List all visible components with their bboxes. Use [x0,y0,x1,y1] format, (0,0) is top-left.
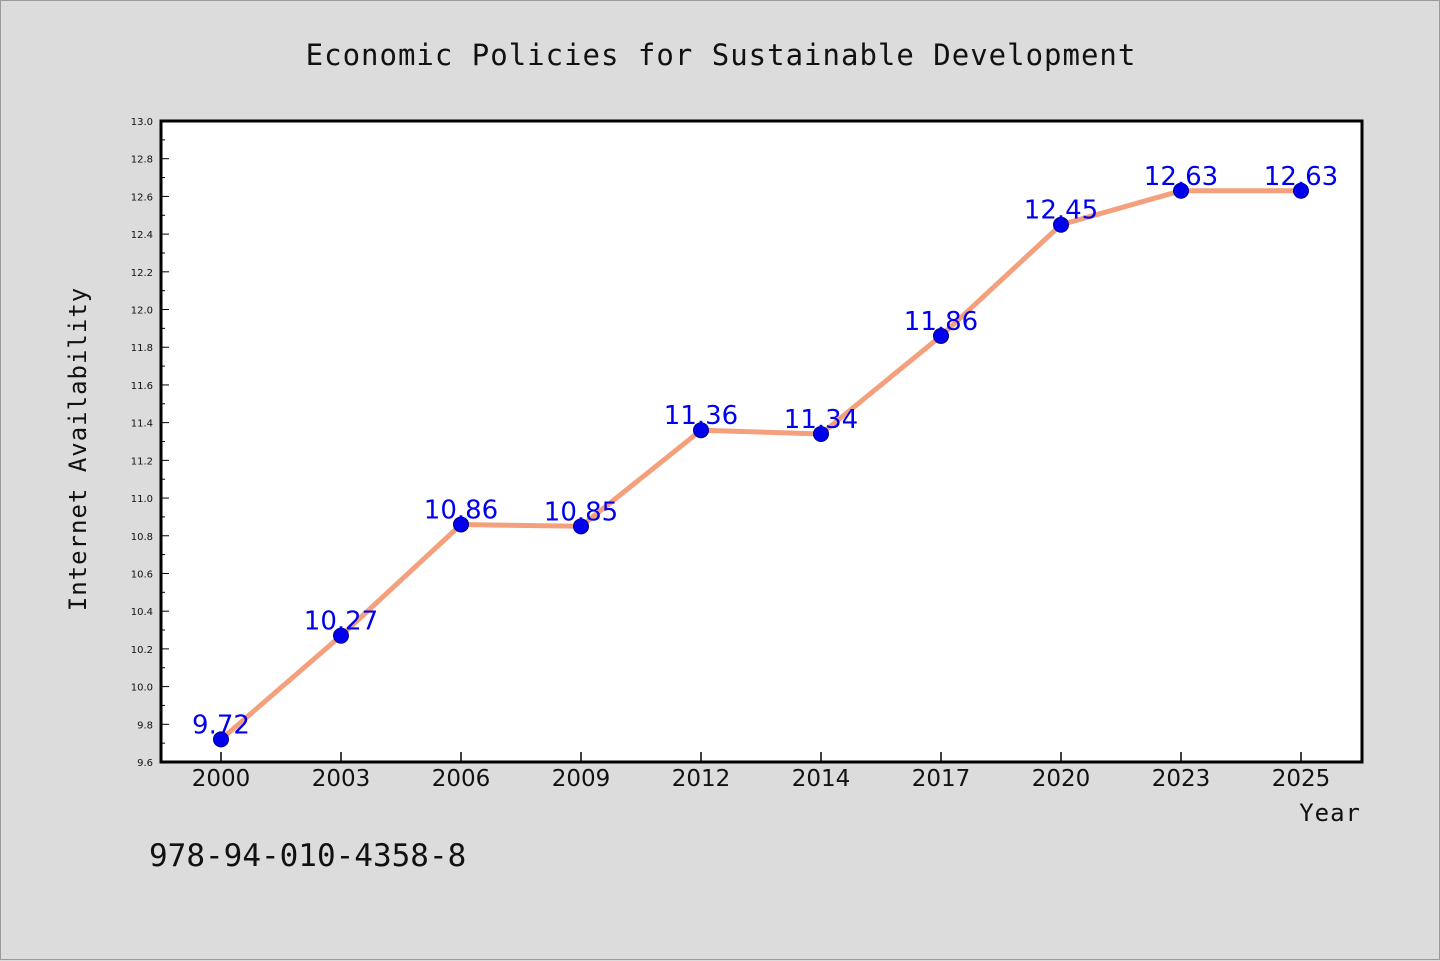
series-line [219,188,1301,742]
y-tick-label: 10.2 [131,645,153,656]
y-tick-label: 12.6 [131,192,153,203]
data-point [1053,216,1069,233]
y-tick-label: 11.0 [131,494,153,505]
y-tick-label: 12.4 [131,230,153,241]
data-label: 9.72 [192,710,250,740]
x-tick-label: 2009 [552,766,611,792]
y-axis-label: Internet Availability [64,287,92,611]
x-tick-label: 2006 [432,766,491,792]
x-tick-label: 2025 [1272,766,1331,792]
data-label: 12.63 [1144,162,1218,192]
x-tick-label: 2014 [792,766,851,792]
data-label: 10.86 [424,495,498,525]
data-label: 11.34 [784,405,858,435]
x-axis: 2000 2003 2006 2009 2012 2014 2017 2020 2023 2025 [192,752,1331,792]
data-label: 11.36 [664,401,738,431]
x-tick-label: 2023 [1152,766,1211,792]
isbn-text: 978-94-010-4358-8 [149,838,466,874]
x-tick-label: 2000 [192,766,251,792]
data-label: 11.86 [904,307,978,337]
chart-title: Economic Policies for Sustainable Develo… [306,38,1137,72]
data-point [933,327,949,344]
y-tick-label: 12.0 [131,306,153,317]
data-label: 10.85 [544,497,618,527]
data-point [213,731,229,748]
x-tick-label: 2003 [312,766,371,792]
y-tick-label: 11.8 [131,343,153,354]
data-labels: 9.72 10.27 10.86 10.85 11.36 11.34 11.86 12.45 1… [192,162,1338,741]
y-tick-label: 10.6 [131,569,153,580]
y-tick-label: 11.4 [131,419,153,430]
y-tick-label: 12.8 [131,155,153,166]
plot-area [159,119,1364,764]
x-tick-label: 2017 [912,766,971,792]
data-point [1173,182,1189,199]
y-axis: 9.6 9.8 10.0 10.2 10.4 10.6 10.8 11.0 11.2 11.4 11… [131,117,169,769]
data-label: 12.63 [1264,162,1338,192]
data-point [813,425,829,442]
y-tick-label: 13.0 [131,117,153,128]
data-point [693,422,709,439]
data-point [1293,182,1309,199]
data-label: 12.45 [1024,196,1098,226]
y-tick-label: 10.8 [131,532,153,543]
y-tick-label: 9.8 [137,720,153,731]
y-tick-label: 10.4 [131,607,153,618]
x-tick-label: 2012 [672,766,731,792]
y-tick-label: 11.2 [131,456,153,467]
data-markers [213,182,1309,748]
y-tick-label: 9.6 [137,758,153,769]
x-axis-label: Year [1299,799,1361,827]
y-tick-label: 11.6 [131,381,153,392]
data-point [573,518,589,535]
y-tick-label: 12.2 [131,268,153,279]
y-tick-label: 10.0 [131,683,153,694]
data-label: 10.27 [304,607,378,637]
data-point [453,516,469,533]
data-point [333,627,349,644]
x-tick-label: 2020 [1032,766,1091,792]
